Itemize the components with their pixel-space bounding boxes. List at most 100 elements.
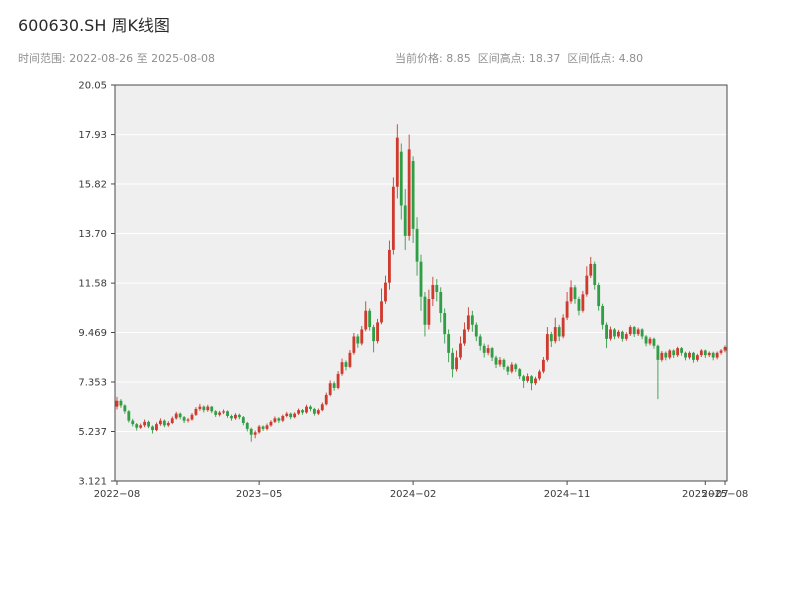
candle-body bbox=[652, 338, 656, 346]
candle-body bbox=[703, 350, 707, 356]
candle-body bbox=[206, 406, 210, 411]
candle-body bbox=[237, 414, 241, 418]
candle-body bbox=[545, 334, 549, 360]
candle-body bbox=[541, 359, 545, 372]
candle-body bbox=[419, 261, 423, 297]
candle-body bbox=[719, 350, 723, 353]
candle-body bbox=[502, 359, 506, 367]
candle-body bbox=[581, 294, 585, 311]
candle-body bbox=[162, 420, 166, 426]
candle-body bbox=[395, 137, 399, 187]
candle-body bbox=[376, 322, 379, 342]
candle-body bbox=[585, 275, 589, 295]
candle-body bbox=[668, 350, 672, 358]
candle-body bbox=[443, 313, 447, 335]
candle-body bbox=[277, 418, 281, 421]
candle-body bbox=[127, 411, 131, 421]
candle-body bbox=[538, 371, 541, 379]
candle-body bbox=[285, 413, 289, 416]
candle-body bbox=[360, 329, 364, 344]
candle-body bbox=[143, 421, 147, 426]
candle-body bbox=[439, 292, 443, 314]
candle-body bbox=[624, 334, 628, 339]
y-tick-label: 5.237 bbox=[78, 427, 107, 438]
x-tick-label: 2022−08 bbox=[94, 489, 141, 500]
candle-body bbox=[620, 331, 624, 339]
price-summary-label: 当前价格: 8.85 区间高点: 18.37 区间低点: 4.80 bbox=[395, 52, 644, 65]
candle-body bbox=[297, 410, 301, 414]
y-tick-label: 20.05 bbox=[78, 81, 107, 92]
candle-body bbox=[498, 359, 502, 365]
candle-body bbox=[711, 352, 715, 358]
candle-body bbox=[123, 405, 127, 412]
candle-body bbox=[605, 324, 608, 339]
candle-body bbox=[178, 413, 182, 418]
y-tick-label: 3.121 bbox=[78, 477, 107, 488]
candle-body bbox=[589, 263, 593, 276]
candle-body bbox=[387, 249, 391, 283]
candle-body bbox=[166, 423, 170, 426]
candle-body bbox=[573, 287, 577, 300]
candle-body bbox=[241, 417, 245, 424]
candle-body bbox=[699, 350, 703, 356]
candle-body bbox=[684, 352, 687, 358]
candle-body bbox=[186, 419, 190, 421]
y-tick-label: 15.82 bbox=[78, 179, 107, 190]
candle-body bbox=[565, 301, 569, 318]
candle-body bbox=[309, 406, 312, 409]
candle-body bbox=[415, 228, 419, 262]
x-tick-label: 2025−07 bbox=[682, 489, 729, 500]
candle-body bbox=[245, 423, 249, 429]
candle-body bbox=[636, 329, 640, 335]
candle-body bbox=[518, 369, 522, 377]
candle-body bbox=[115, 400, 119, 407]
candle-body bbox=[249, 428, 253, 435]
candle-body bbox=[447, 334, 451, 353]
candle-body bbox=[289, 413, 293, 418]
candle-body bbox=[344, 362, 348, 367]
candle-body bbox=[427, 299, 431, 325]
candle-body bbox=[478, 336, 482, 346]
y-tick-label: 17.93 bbox=[78, 130, 107, 141]
candle-body bbox=[569, 287, 573, 302]
candle-body bbox=[384, 282, 387, 302]
candle-body bbox=[616, 331, 620, 337]
candle-body bbox=[147, 421, 150, 427]
candle-body bbox=[222, 411, 226, 413]
candle-body bbox=[609, 329, 612, 339]
candle-body bbox=[723, 346, 727, 351]
candle-body bbox=[198, 406, 202, 409]
candle-body bbox=[644, 336, 648, 344]
candle-body bbox=[640, 329, 644, 337]
x-tick-label: 2024−02 bbox=[390, 489, 437, 500]
candle-body bbox=[577, 299, 581, 311]
candle-body bbox=[269, 421, 273, 426]
candle-body bbox=[312, 408, 316, 414]
candle-body bbox=[490, 348, 494, 358]
candle-body bbox=[230, 415, 233, 419]
candle-body bbox=[155, 424, 158, 431]
candle-body bbox=[530, 376, 533, 384]
candle-body bbox=[174, 413, 178, 419]
candle-body bbox=[257, 426, 261, 433]
candle-body bbox=[463, 329, 466, 344]
candle-body bbox=[139, 425, 143, 428]
candle-body bbox=[348, 352, 352, 367]
candle-body bbox=[431, 285, 435, 300]
candle-body bbox=[688, 352, 691, 358]
candle-body bbox=[151, 426, 154, 431]
candle-body bbox=[628, 327, 632, 335]
candle-body bbox=[131, 420, 135, 425]
candle-body bbox=[613, 329, 616, 337]
candle-body bbox=[340, 362, 344, 374]
candle-body bbox=[534, 378, 537, 384]
candle-body bbox=[234, 414, 237, 419]
candle-body bbox=[336, 373, 340, 388]
candle-body bbox=[320, 404, 324, 411]
candle-body bbox=[514, 364, 518, 370]
y-tick-label: 7.353 bbox=[78, 378, 107, 389]
candle-body bbox=[202, 406, 206, 411]
candle-body bbox=[676, 348, 680, 356]
candle-body bbox=[549, 334, 553, 342]
y-tick-label: 9.469 bbox=[78, 328, 107, 339]
